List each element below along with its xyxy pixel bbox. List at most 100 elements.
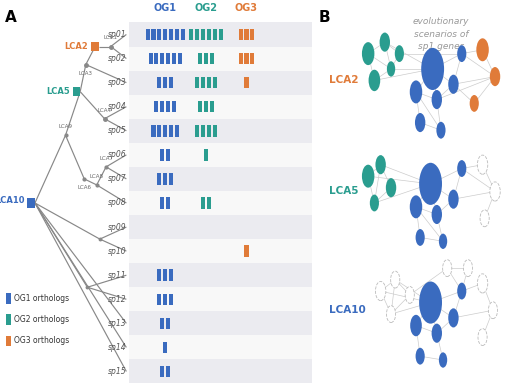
- Bar: [6, 336, 11, 346]
- Text: LCA9: LCA9: [59, 124, 72, 129]
- Text: sp11: sp11: [108, 271, 127, 280]
- Circle shape: [457, 45, 466, 62]
- Bar: [163, 173, 167, 185]
- Bar: [213, 29, 217, 40]
- Bar: [154, 101, 159, 113]
- Bar: [172, 53, 176, 64]
- Bar: [129, 239, 312, 263]
- Bar: [160, 197, 164, 209]
- Bar: [204, 149, 208, 160]
- Circle shape: [375, 155, 386, 174]
- Bar: [129, 311, 312, 336]
- Circle shape: [386, 178, 396, 197]
- Text: B: B: [318, 10, 330, 25]
- Bar: [207, 29, 211, 40]
- Bar: [160, 101, 164, 113]
- Text: sp01: sp01: [108, 30, 127, 39]
- Circle shape: [419, 282, 442, 324]
- Circle shape: [421, 48, 444, 90]
- Bar: [170, 29, 173, 40]
- Bar: [160, 53, 164, 64]
- Text: sp12: sp12: [108, 295, 127, 304]
- Bar: [154, 53, 159, 64]
- Circle shape: [370, 195, 379, 211]
- Bar: [166, 197, 171, 209]
- Bar: [175, 29, 179, 40]
- Bar: [163, 29, 167, 40]
- Circle shape: [375, 282, 386, 301]
- Text: LCA2: LCA2: [329, 75, 358, 85]
- Bar: [189, 29, 193, 40]
- Text: LCA5: LCA5: [46, 87, 70, 96]
- Circle shape: [380, 33, 390, 52]
- Circle shape: [415, 348, 425, 365]
- Circle shape: [476, 38, 489, 61]
- Bar: [163, 77, 167, 88]
- Text: LCA3: LCA3: [79, 71, 93, 76]
- Circle shape: [432, 90, 442, 109]
- Bar: [251, 29, 254, 40]
- Circle shape: [405, 286, 414, 303]
- Bar: [170, 270, 173, 281]
- Bar: [204, 101, 208, 113]
- Text: OG2 orthologs: OG2 orthologs: [14, 315, 69, 324]
- Text: sp06: sp06: [108, 151, 127, 159]
- Circle shape: [432, 205, 442, 224]
- Bar: [201, 29, 205, 40]
- Bar: [160, 149, 164, 160]
- Circle shape: [410, 315, 422, 336]
- Circle shape: [478, 329, 487, 345]
- Bar: [151, 29, 155, 40]
- Bar: [170, 77, 173, 88]
- Bar: [201, 197, 205, 209]
- Bar: [160, 318, 164, 329]
- Bar: [239, 29, 243, 40]
- Bar: [198, 101, 202, 113]
- Bar: [158, 125, 162, 136]
- Bar: [158, 77, 162, 88]
- Bar: [213, 77, 217, 88]
- Circle shape: [362, 165, 374, 188]
- Text: OG2: OG2: [194, 3, 217, 13]
- Bar: [207, 197, 211, 209]
- Text: OG1 orthologs: OG1 orthologs: [14, 294, 69, 303]
- Circle shape: [415, 113, 425, 132]
- Circle shape: [490, 67, 500, 86]
- Bar: [163, 270, 167, 281]
- Circle shape: [391, 271, 400, 288]
- Bar: [251, 53, 254, 64]
- Circle shape: [362, 42, 374, 65]
- Bar: [163, 125, 167, 136]
- Bar: [146, 29, 150, 40]
- Text: sp13: sp13: [108, 319, 127, 328]
- Bar: [129, 191, 312, 215]
- Text: sp02: sp02: [108, 54, 127, 63]
- Bar: [129, 336, 312, 360]
- Circle shape: [443, 260, 452, 277]
- Bar: [129, 263, 312, 287]
- Circle shape: [386, 306, 396, 322]
- Bar: [244, 53, 249, 64]
- Bar: [158, 270, 162, 281]
- Bar: [201, 125, 205, 136]
- Text: LCA7: LCA7: [99, 156, 113, 161]
- Text: LCA4: LCA4: [98, 108, 111, 113]
- Circle shape: [415, 229, 425, 246]
- Text: sp15: sp15: [108, 367, 127, 376]
- Text: evolutionary
scenarios of
sp1 genes: evolutionary scenarios of sp1 genes: [413, 17, 469, 51]
- Text: OG3 orthologs: OG3 orthologs: [14, 336, 69, 345]
- Bar: [213, 125, 217, 136]
- Bar: [163, 342, 167, 353]
- Circle shape: [410, 80, 422, 103]
- Text: sp14: sp14: [108, 343, 127, 352]
- Bar: [160, 366, 164, 377]
- Bar: [170, 173, 173, 185]
- Bar: [166, 149, 171, 160]
- Circle shape: [457, 283, 466, 300]
- Circle shape: [410, 195, 422, 218]
- Text: sp03: sp03: [108, 78, 127, 87]
- Text: LCA8: LCA8: [90, 174, 103, 179]
- Text: LCA5: LCA5: [329, 187, 358, 196]
- Circle shape: [477, 155, 488, 174]
- Bar: [129, 215, 312, 239]
